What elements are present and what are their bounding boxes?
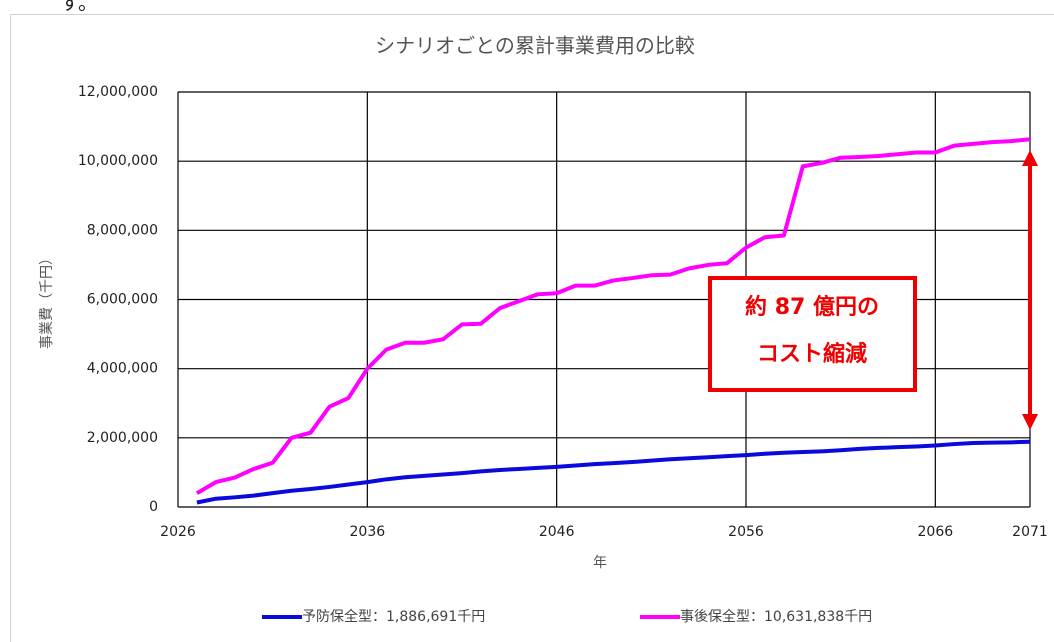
annotation-line: 約 87 億円の	[745, 294, 879, 320]
page-fragment: す。	[60, 0, 98, 15]
y-tick-label: 0	[149, 499, 158, 515]
series-line	[195, 137, 1031, 495]
y-tick-label: 4,000,000	[87, 361, 158, 377]
x-tick-label: 2071	[1012, 524, 1048, 540]
x-tick-label: 2056	[728, 524, 764, 540]
y-tick-label: 12,000,000	[78, 84, 158, 100]
plot: 0 2,000,000 4,000,000 6,000,000 8,000,000 10,…	[78, 84, 1048, 540]
y-tick-label: 2,000,000	[87, 430, 158, 446]
annotation-line: コスト縮減	[757, 341, 867, 367]
y-tick-label: 8,000,000	[87, 222, 158, 238]
y-tick-label: 10,000,000	[78, 153, 158, 169]
x-tick-label: 2026	[160, 524, 196, 540]
x-tick-label: 2036	[350, 524, 386, 540]
x-axis-label: 年	[593, 555, 607, 571]
x-tick-label: 2046	[539, 524, 575, 540]
y-tick-label: 6,000,000	[87, 292, 158, 308]
y-axis-label: 事業費（千円）	[39, 251, 55, 349]
legend-label: 予防保全型：1,886,691千円	[302, 608, 485, 625]
series-line	[196, 439, 1031, 505]
chart-title: シナリオごとの累計事業費用の比較	[375, 34, 695, 58]
annotation-box	[708, 276, 917, 392]
x-tick-label: 2066	[918, 524, 954, 540]
legend-label: 事後保全型：10,631,838千円	[680, 608, 872, 625]
